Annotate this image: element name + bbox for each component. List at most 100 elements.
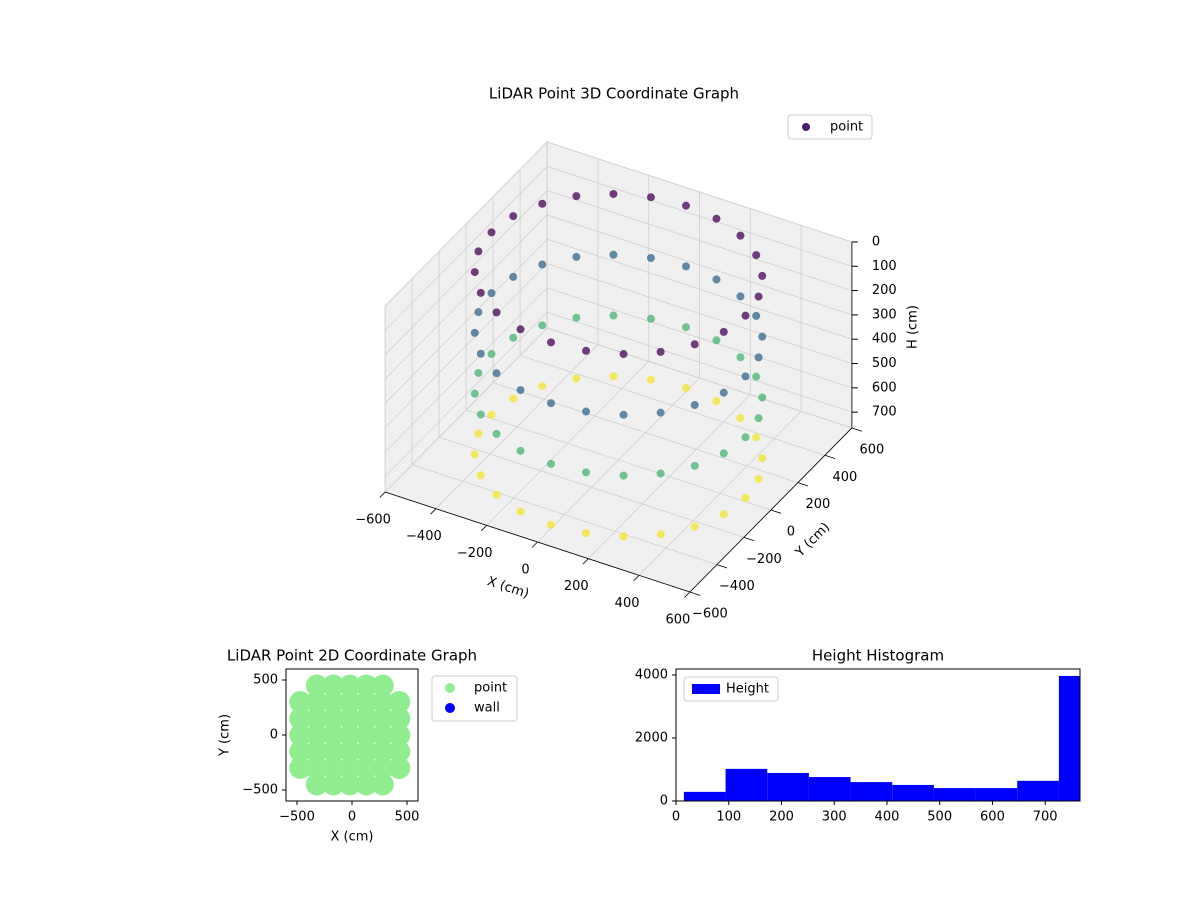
axes-frame xyxy=(675,668,1081,802)
legend-box xyxy=(683,676,779,702)
y-axis-label: Y (cm) xyxy=(218,714,233,757)
legend-label: point xyxy=(474,681,507,696)
point xyxy=(470,328,479,337)
grid-line xyxy=(384,263,548,428)
point xyxy=(547,399,555,408)
point xyxy=(305,740,328,763)
x-tick-label: −200 xyxy=(457,546,493,561)
point xyxy=(322,740,345,763)
point xyxy=(470,268,479,277)
x-tick-label: 400 xyxy=(875,810,900,825)
point xyxy=(619,350,628,359)
legend-swatch xyxy=(692,684,720,694)
tick-mark xyxy=(743,536,755,542)
point xyxy=(355,691,378,713)
legend-marker xyxy=(445,683,455,693)
point xyxy=(656,347,665,356)
point xyxy=(712,397,721,406)
point xyxy=(305,724,328,746)
point xyxy=(492,490,501,499)
point xyxy=(338,691,361,713)
point xyxy=(371,740,394,763)
point xyxy=(338,740,361,763)
point xyxy=(547,520,555,529)
point xyxy=(289,740,312,763)
x-tick-label: 400 xyxy=(615,596,640,611)
x-tick-label: 0 xyxy=(521,563,529,578)
point xyxy=(758,393,767,402)
point xyxy=(305,674,328,697)
point xyxy=(682,262,690,271)
tick-mark xyxy=(770,509,782,514)
point xyxy=(492,429,501,438)
point xyxy=(609,250,618,259)
tick-mark xyxy=(531,541,538,548)
point xyxy=(355,674,378,697)
point xyxy=(682,201,690,210)
point xyxy=(322,773,345,796)
grid-line xyxy=(384,214,548,380)
point xyxy=(371,724,394,746)
point xyxy=(305,691,328,713)
x-tick-label: −600 xyxy=(355,513,391,528)
z-tick-label: 400 xyxy=(872,332,897,347)
point xyxy=(712,336,721,345)
y-tick-label: −500 xyxy=(242,783,278,798)
point xyxy=(476,288,485,297)
point xyxy=(736,353,745,362)
point xyxy=(572,374,581,383)
point xyxy=(509,333,518,342)
point xyxy=(305,773,328,796)
point xyxy=(322,724,345,746)
x-tick-label: 500 xyxy=(395,810,420,825)
point xyxy=(474,429,483,438)
point xyxy=(388,757,411,779)
grid-line xyxy=(546,214,853,316)
tick-mark xyxy=(689,591,701,596)
point xyxy=(289,707,312,730)
point xyxy=(741,372,750,381)
y-tick-label: 2000 xyxy=(635,730,668,745)
grid-line xyxy=(384,190,548,355)
point xyxy=(509,394,518,403)
x-axis-line xyxy=(384,491,691,593)
x-axis-label: X (cm) xyxy=(331,830,374,845)
point xyxy=(289,691,312,713)
chart-title: LiDAR Point 2D Coordinate Graph xyxy=(227,647,477,665)
point xyxy=(492,369,501,378)
point xyxy=(305,757,328,779)
point xyxy=(619,410,628,419)
bar xyxy=(892,784,934,801)
bar xyxy=(683,791,726,801)
point xyxy=(388,707,411,730)
point xyxy=(572,192,581,201)
x-tick-label: −500 xyxy=(279,810,315,825)
point xyxy=(322,674,345,697)
point xyxy=(338,674,361,697)
point xyxy=(476,471,485,480)
point xyxy=(758,332,767,341)
point xyxy=(572,313,581,322)
point xyxy=(470,450,479,459)
point xyxy=(758,271,767,280)
y-tick-label: −600 xyxy=(692,607,728,622)
y-tick-label: 400 xyxy=(832,470,857,485)
y-tick-label: 500 xyxy=(253,673,278,688)
z-tick-label: 200 xyxy=(872,283,897,298)
grid-line xyxy=(384,311,548,477)
z-tick-label: 100 xyxy=(872,259,897,274)
point xyxy=(690,522,699,531)
point xyxy=(752,433,761,442)
point xyxy=(338,773,361,796)
point xyxy=(754,414,763,423)
point xyxy=(305,707,328,730)
z-axis-label: H (cm) xyxy=(906,305,921,349)
z-tick-label: 300 xyxy=(872,307,897,322)
point xyxy=(656,469,665,478)
bar xyxy=(1058,675,1080,801)
point xyxy=(712,275,721,284)
point xyxy=(371,674,394,697)
point xyxy=(646,375,655,384)
z-tick-label: 0 xyxy=(872,234,880,249)
point xyxy=(582,468,591,477)
